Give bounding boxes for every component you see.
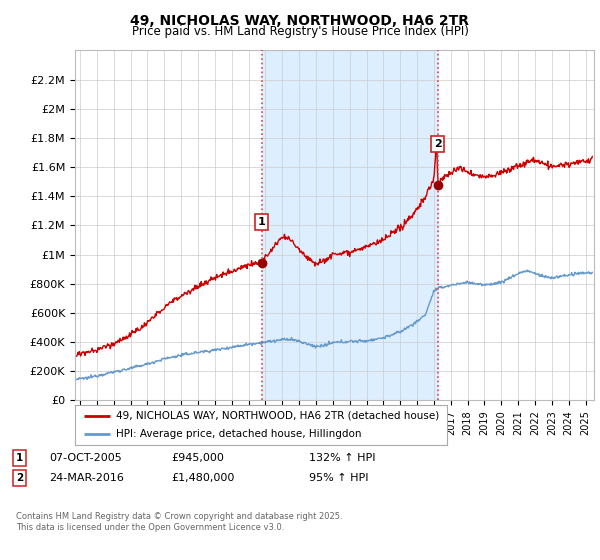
Text: 1: 1 [16,453,23,463]
Text: 07-OCT-2005: 07-OCT-2005 [49,453,122,463]
Text: Contains HM Land Registry data © Crown copyright and database right 2025.
This d: Contains HM Land Registry data © Crown c… [16,512,343,532]
Text: £945,000: £945,000 [171,453,224,463]
Text: 24-MAR-2016: 24-MAR-2016 [49,473,124,483]
Text: 1: 1 [257,217,265,227]
Text: 49, NICHOLAS WAY, NORTHWOOD, HA6 2TR: 49, NICHOLAS WAY, NORTHWOOD, HA6 2TR [131,14,470,28]
Bar [262,50,438,400]
Text: 132% ↑ HPI: 132% ↑ HPI [309,453,376,463]
Text: HPI: Average price, detached house, Hillingdon: HPI: Average price, detached house, Hill… [116,430,361,439]
Text: 49, NICHOLAS WAY, NORTHWOOD, HA6 2TR (detached house): 49, NICHOLAS WAY, NORTHWOOD, HA6 2TR (de… [116,411,439,421]
Text: 2: 2 [434,139,442,149]
Text: 95% ↑ HPI: 95% ↑ HPI [309,473,368,483]
Text: Price paid vs. HM Land Registry's House Price Index (HPI): Price paid vs. HM Land Registry's House … [131,25,469,38]
Text: 2: 2 [16,473,23,483]
Text: £1,480,000: £1,480,000 [171,473,235,483]
